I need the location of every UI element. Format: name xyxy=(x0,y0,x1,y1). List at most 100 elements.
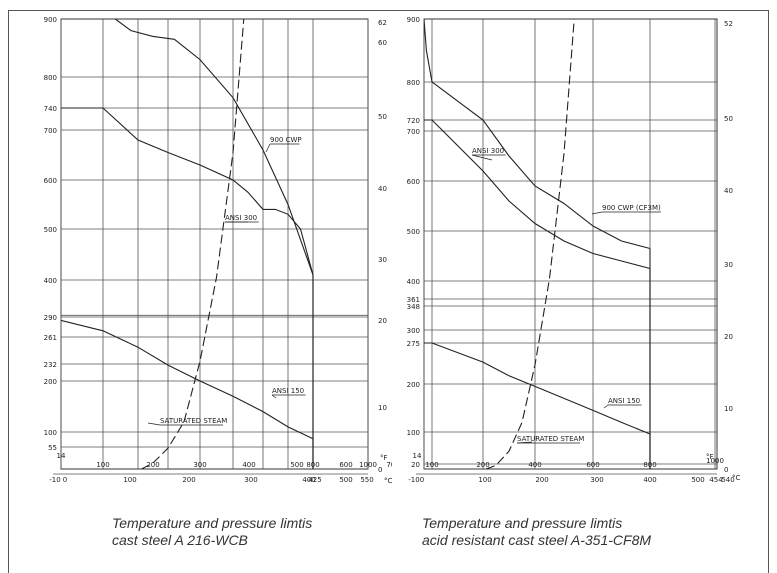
caption-left-line-2: cast steel A 216-WCB xyxy=(112,532,248,548)
x-tick-label-1000: 1000 xyxy=(359,461,377,469)
series-line-900-cwp xyxy=(114,19,314,276)
y-tick-label-600: 600 xyxy=(407,178,420,186)
y2-tick-label-62: 62 xyxy=(378,19,387,27)
y-tick-label-20: 20 xyxy=(411,461,420,469)
x2-tick-label-10: -10 xyxy=(49,476,60,484)
x-tick-label-100: 100 xyxy=(425,461,438,469)
y-tick-label-700: 700 xyxy=(44,127,57,135)
caption-left: Temperature and pressure limtis cast ste… xyxy=(112,515,312,549)
y-tick-label-900: 900 xyxy=(407,16,420,24)
x-tick-label-200: 200 xyxy=(146,461,159,469)
series-label-ansi-150: ANSI 150 xyxy=(272,387,304,395)
x2-tick-label-300: 300 xyxy=(244,476,257,484)
frame-right-border xyxy=(768,10,769,573)
y2-tick-label-60: 60 xyxy=(378,39,387,47)
y-tick-label-740: 740 xyxy=(44,105,57,113)
series-label-leader-900-cwp xyxy=(265,143,271,153)
series-label-900-cwp-cf3m: 900 CWP (CF3M) xyxy=(602,204,661,212)
y-tick-label-232: 232 xyxy=(44,361,57,369)
series-line-ansi-150 xyxy=(61,319,314,440)
x-tick-label-400: 400 xyxy=(242,461,255,469)
y-tick-label-100: 100 xyxy=(407,429,420,437)
caption-right-line-1: Temperature and pressure limtis xyxy=(422,515,623,531)
series-line-saturated-steam xyxy=(141,19,245,469)
x2-tick-label-550: 550 xyxy=(360,476,373,484)
x2-tick-label-540: 540 xyxy=(721,476,734,484)
x-axis-unit-label: °F xyxy=(380,454,388,462)
x-tick-label-100: 100 xyxy=(96,461,109,469)
x2-axis-unit-label: °C xyxy=(384,477,392,485)
y2-tick-label-20: 20 xyxy=(378,317,387,325)
y-tick-label-600: 600 xyxy=(44,177,57,185)
y2-tick-label-40: 40 xyxy=(378,185,387,193)
y-tick-label-348: 348 xyxy=(407,303,420,311)
y2-tick-label-0: 0 xyxy=(378,466,382,474)
x-tick-label-1000: 1000 xyxy=(706,457,724,465)
y-tick-label-55: 55 xyxy=(48,444,57,452)
x-tick-label-14: 14 xyxy=(413,452,422,460)
series-line-ansi-300 xyxy=(424,119,651,270)
plot-frame xyxy=(60,18,369,470)
x2-tick-label-200: 200 xyxy=(535,476,548,484)
y-tick-label-500: 500 xyxy=(407,228,420,236)
y-tick-label-361: 361 xyxy=(407,296,420,304)
series-label-leader-ansi-150 xyxy=(271,394,277,399)
x2-tick-label-300: 300 xyxy=(590,476,603,484)
x2-tick-label-454: 454 xyxy=(709,476,723,484)
series-line-900-cwp-cf3m xyxy=(424,19,651,250)
x-tick-label-200: 200 xyxy=(476,461,489,469)
y2-tick-label-30: 30 xyxy=(378,256,387,264)
series-label-leader-ansi-300 xyxy=(471,154,493,161)
caption-left-line-1: Temperature and pressure limtis xyxy=(112,515,313,531)
frame-top-border xyxy=(8,10,769,11)
y2-tick-label-50: 50 xyxy=(378,113,387,121)
series-line-saturated-steam xyxy=(485,19,575,469)
y-tick-label-400: 400 xyxy=(44,277,57,285)
y2-tick-label-0: 0 xyxy=(724,466,728,474)
y-tick-label-290: 290 xyxy=(44,314,57,322)
x2-tick-label-0: 0 xyxy=(420,476,424,484)
x-axis-unit-label: °F xyxy=(706,453,714,461)
series-label-leader-900-cwp-cf3m xyxy=(591,211,603,215)
x2-tick-label-100: 100 xyxy=(478,476,491,484)
series-label-ansi-300: ANSI 300 xyxy=(472,147,504,155)
x-tick-label-400: 400 xyxy=(528,461,541,469)
chart-cast-steel-wcb: 5510020023226129040050060070074080090001… xyxy=(44,16,392,485)
x2-tick-label-100: 100 xyxy=(123,476,136,484)
y-tick-label-200: 200 xyxy=(407,381,420,389)
series-line-ansi-300 xyxy=(61,107,314,276)
x-tick-label-300: 300 xyxy=(193,461,206,469)
series-label-leader-saturated-steam xyxy=(147,422,161,426)
series-label-saturated-steam: SATURATED STEAM xyxy=(160,417,227,425)
x2-axis-unit-label: °C xyxy=(732,474,741,482)
series-label-leader-ansi-150 xyxy=(603,404,609,409)
x2-tick-label-10: -10 xyxy=(408,476,419,484)
x-tick-label-14: 14 xyxy=(57,452,66,460)
x2-tick-label-500: 500 xyxy=(691,476,704,484)
x-tick-label-600: 600 xyxy=(586,461,599,469)
y2-tick-label-20: 20 xyxy=(724,333,733,341)
series-label-saturated-steam: SATURATED STEAM xyxy=(517,435,584,443)
y-tick-label-275: 275 xyxy=(407,340,420,348)
y-tick-label-261: 261 xyxy=(44,334,57,342)
y2-tick-label-40: 40 xyxy=(724,187,733,195)
y-tick-label-300: 300 xyxy=(407,327,420,335)
y-tick-label-700: 700 xyxy=(407,128,420,136)
x-tick-label-600: 600 xyxy=(339,461,352,469)
x2-tick-label-400: 400 xyxy=(643,476,656,484)
caption-right-line-2: acid resistant cast steel A-351-CF8M xyxy=(422,532,652,548)
series-label-leader-saturated-steam xyxy=(516,441,533,444)
y-tick-label-200: 200 xyxy=(44,378,57,386)
y-tick-label-500: 500 xyxy=(44,226,57,234)
y2-tick-label-10: 10 xyxy=(724,405,733,413)
caption-right: Temperature and pressure limtis acid res… xyxy=(422,515,651,549)
x-tick-label-500: 500 xyxy=(290,461,303,469)
chart-cast-steel-cf8m: 2010020027530034836140050060070072080090… xyxy=(407,16,741,484)
y-tick-label-400: 400 xyxy=(407,278,420,286)
y-tick-label-800: 800 xyxy=(407,79,420,87)
frame-left-border xyxy=(8,10,9,573)
series-label-ansi-300: ANSI 300 xyxy=(225,214,257,222)
series-label-ansi-150: ANSI 150 xyxy=(608,397,640,405)
y2-tick-label-50: 50 xyxy=(724,115,733,123)
